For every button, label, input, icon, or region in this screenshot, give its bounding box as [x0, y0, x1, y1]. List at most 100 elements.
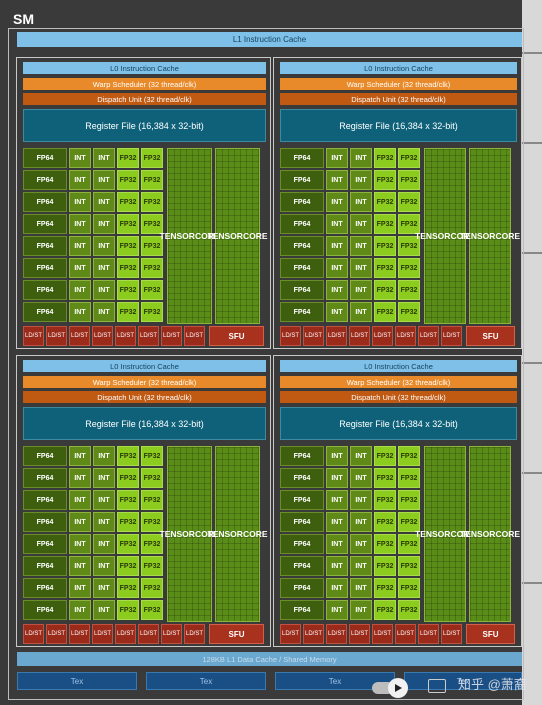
int-unit: INT [69, 578, 91, 598]
fp32-unit: FP32 [374, 534, 396, 554]
fp32-unit: FP32 [117, 490, 139, 510]
fp32-unit: FP32 [117, 600, 139, 620]
l0-instruction-cache: L0 Instruction Cache [280, 360, 517, 372]
int-unit: INT [93, 192, 115, 212]
register-file: Register File (16,384 x 32-bit) [23, 109, 266, 142]
int-unit: INT [326, 148, 348, 168]
tensor-core-label: CORE [242, 528, 268, 539]
tex-unit: Tex [146, 672, 266, 690]
ld-st-label: LD/ [327, 333, 338, 339]
processing-block: L0 Instruction Cache Warp Scheduler (32 t… [16, 57, 271, 349]
int-unit: INT [69, 302, 91, 322]
int-unit: INT [69, 490, 91, 510]
fp64-unit: FP64 [280, 170, 324, 190]
fp64-unit: FP64 [280, 578, 324, 598]
ld-st-label: LD/ [350, 333, 361, 339]
ld-st-label: ST [360, 333, 368, 339]
play-button[interactable] [388, 678, 408, 698]
ld-st-label: LD/ [116, 333, 127, 339]
int-unit: INT [326, 512, 348, 532]
sfu-unit: SFU [209, 624, 264, 644]
ld-st-unit: LD/ST [395, 326, 416, 346]
fp64-unit: FP64 [23, 468, 67, 488]
register-file: Register File (16,384 x 32-bit) [280, 407, 517, 440]
keyboard-icon[interactable] [428, 679, 446, 693]
tensor-core-label: CORE [194, 230, 220, 241]
fp32-unit: FP32 [374, 578, 396, 598]
fp64-unit: FP64 [23, 280, 67, 300]
ld-st-label: ST [34, 631, 42, 637]
fp64-unit: FP64 [23, 214, 67, 234]
fp64-unit: FP64 [23, 556, 67, 576]
ld-st-label: ST [314, 631, 322, 637]
int-unit: INT [350, 236, 372, 256]
fp32-unit: FP32 [117, 192, 139, 212]
fp32-unit: FP32 [398, 512, 420, 532]
ld-st-label: LD/ [139, 631, 150, 637]
int-unit: INT [326, 214, 348, 234]
ld-st-label: LD/ [47, 333, 58, 339]
ld-st-unit: LD/ST [92, 624, 113, 644]
ld-st-label: LD/ [185, 333, 196, 339]
sfu-unit: SFU [209, 326, 264, 346]
int-unit: INT [69, 446, 91, 466]
ld-st-unit: LD/ST [161, 326, 182, 346]
tensor-core-label: CORE [495, 230, 520, 241]
tex-unit: Tex [17, 672, 137, 690]
fp32-unit: FP32 [141, 148, 163, 168]
fp32-unit: FP32 [374, 170, 396, 190]
fp32-unit: FP32 [117, 258, 139, 278]
ld-st-label: ST [291, 631, 299, 637]
ld-st-label: LD/ [373, 333, 384, 339]
ld-st-label: ST [195, 333, 203, 339]
ld-st-label: ST [172, 333, 180, 339]
fp32-unit: FP32 [398, 302, 420, 322]
tensor-core: TENSOR CORE [415, 446, 475, 622]
fp32-unit: FP32 [374, 192, 396, 212]
l1-data-cache: 128KB L1 Data Cache / Shared Memory [17, 652, 522, 666]
fp32-unit: FP32 [398, 236, 420, 256]
l0-instruction-cache: L0 Instruction Cache [23, 62, 266, 74]
fp32-unit: FP32 [117, 236, 139, 256]
fp32-unit: FP32 [141, 302, 163, 322]
ld-st-label: LD/ [304, 333, 315, 339]
tensor-core: TENSOR CORE [460, 148, 520, 324]
ld-st-label: LD/ [304, 631, 315, 637]
fp32-unit: FP32 [141, 600, 163, 620]
tensor-core-label: CORE [242, 230, 268, 241]
fp32-unit: FP32 [141, 512, 163, 532]
ld-st-label: ST [80, 631, 88, 637]
fp32-unit: FP32 [398, 578, 420, 598]
fp64-unit: FP64 [280, 214, 324, 234]
fp32-unit: FP32 [141, 192, 163, 212]
int-unit: INT [350, 468, 372, 488]
fp32-unit: FP32 [117, 302, 139, 322]
ld-st-label: LD/ [419, 631, 430, 637]
ld-st-label: ST [57, 631, 65, 637]
ld-st-unit: LD/ST [441, 326, 462, 346]
ld-st-label: LD/ [116, 631, 127, 637]
ld-st-unit: LD/ST [418, 624, 439, 644]
ld-st-label: LD/ [281, 333, 292, 339]
fp32-unit: FP32 [141, 556, 163, 576]
tensor-core-label: TENSOR [207, 528, 243, 539]
fp64-unit: FP64 [23, 578, 67, 598]
int-unit: INT [350, 490, 372, 510]
processing-block: L0 Instruction Cache Warp Scheduler (32 t… [16, 355, 271, 647]
fp64-unit: FP64 [23, 512, 67, 532]
fp64-unit: FP64 [280, 534, 324, 554]
ld-st-label: LD/ [185, 631, 196, 637]
int-unit: INT [350, 214, 372, 234]
int-unit: INT [93, 302, 115, 322]
ld-st-label: ST [429, 631, 437, 637]
int-unit: INT [93, 170, 115, 190]
int-unit: INT [350, 148, 372, 168]
ld-st-label: ST [57, 333, 65, 339]
ld-st-unit: LD/ST [349, 326, 370, 346]
fp32-unit: FP32 [398, 280, 420, 300]
fp64-unit: FP64 [280, 258, 324, 278]
ld-st-label: ST [126, 333, 134, 339]
int-unit: INT [69, 512, 91, 532]
ld-st-label: LD/ [162, 631, 173, 637]
fp32-unit: FP32 [398, 192, 420, 212]
